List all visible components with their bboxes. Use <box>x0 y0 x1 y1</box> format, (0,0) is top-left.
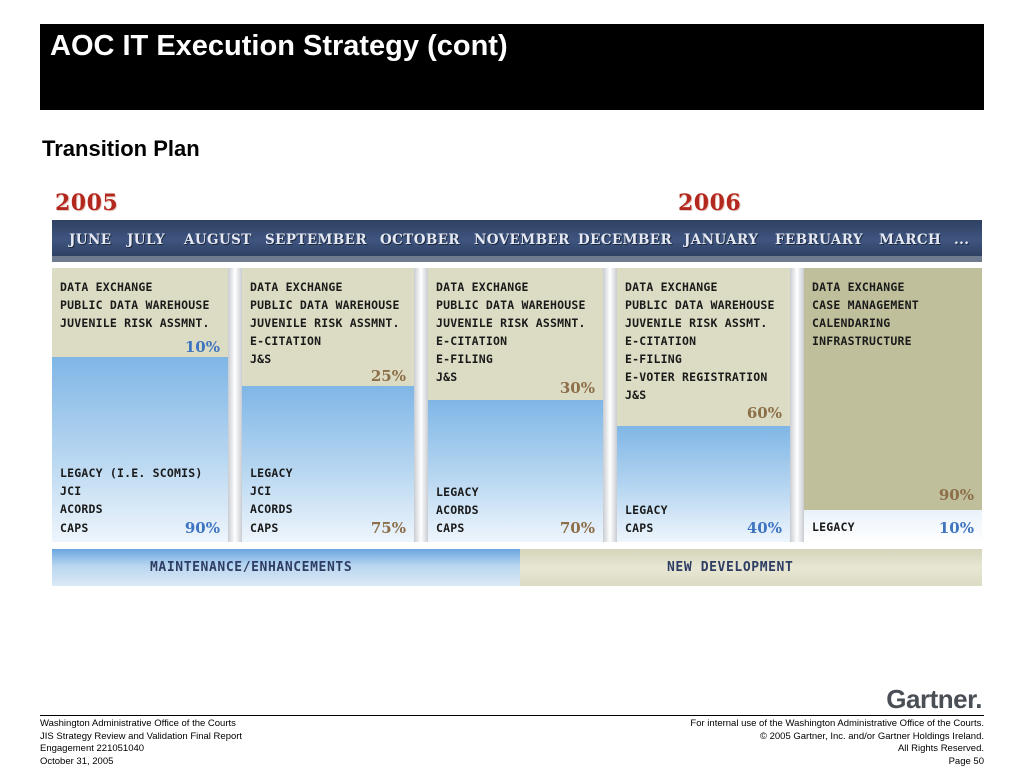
month-label: JANUARY <box>684 232 759 248</box>
new-system-item: E-CITATION <box>625 334 697 348</box>
new-system-item: DATA EXCHANGE <box>436 280 529 294</box>
legacy-item: LEGACY <box>812 520 855 534</box>
legacy-percent: 40% <box>746 519 782 537</box>
month-label: SEPTEMBER <box>265 232 367 248</box>
legacy-region <box>428 400 603 542</box>
legacy-percent: 75% <box>370 519 406 537</box>
new-system-item: JUVENILE RISK ASSMNT. <box>60 316 210 330</box>
new-system-item: J&S <box>625 388 647 402</box>
month-label: OCTOBER <box>380 232 461 248</box>
year-label-2006: 2006 <box>678 190 742 216</box>
maintenance-label: MAINTENANCE/ENHANCEMENTS <box>150 560 353 575</box>
new-development-bar: NEW DEVELOPMENT <box>520 549 982 586</box>
transition-column-5: DATA EXCHANGE CASE MANAGEMENT CALENDARIN… <box>804 268 982 542</box>
column-separator <box>414 268 428 542</box>
new-system-item: E-VOTER REGISTRATION <box>625 370 768 384</box>
legacy-item: LEGACY <box>436 485 479 499</box>
legacy-item: CAPS <box>625 521 654 535</box>
transition-column-3: DATA EXCHANGE PUBLIC DATA WAREHOUSE JUVE… <box>428 268 603 542</box>
new-system-item: DATA EXCHANGE <box>812 280 905 294</box>
new-system-item: E-CITATION <box>250 334 322 348</box>
page-title: AOC IT Execution Strategy (cont) <box>50 30 508 62</box>
new-system-item: E-FILING <box>625 352 682 366</box>
month-label: JULY <box>127 232 166 248</box>
footer-left: Washington Administrative Office of the … <box>40 718 242 768</box>
legacy-region <box>617 426 790 542</box>
maintenance-bar: MAINTENANCE/ENHANCEMENTS <box>52 549 520 586</box>
month-label: FEBRUARY <box>775 232 863 248</box>
year-label-2005: 2005 <box>55 190 119 216</box>
footer-line: All Rights Reserved. <box>897 743 984 754</box>
new-system-percent: 60% <box>746 404 782 422</box>
month-label: ... <box>954 232 970 248</box>
new-system-item: DATA EXCHANGE <box>625 280 718 294</box>
month-label: DECEMBER <box>578 232 673 248</box>
legacy-item: ACORDS <box>436 503 479 517</box>
legacy-item: LEGACY (I.E. SCOMIS) <box>60 466 203 480</box>
legacy-item: JCI <box>250 484 272 498</box>
transition-column-2: DATA EXCHANGE PUBLIC DATA WAREHOUSE JUVE… <box>242 268 414 542</box>
footer-line: For internal use of the Washington Admin… <box>690 718 984 729</box>
new-system-item: CASE MANAGEMENT <box>812 298 919 312</box>
legacy-item: CAPS <box>60 521 89 535</box>
footer-line: Engagement 221051040 <box>40 743 145 754</box>
footer-right: For internal use of the Washington Admin… <box>690 718 984 768</box>
new-system-item: DATA EXCHANGE <box>60 280 153 294</box>
new-system-item: J&S <box>436 370 458 384</box>
new-system-item: E-FILING <box>436 352 493 366</box>
title-bar: AOC IT Execution Strategy (cont) <box>40 24 984 110</box>
new-system-percent: 10% <box>184 338 220 356</box>
legacy-percent: 10% <box>938 519 974 537</box>
new-system-item: JUVENILE RISK ASSMNT. <box>250 316 400 330</box>
legacy-percent: 70% <box>559 519 595 537</box>
new-system-item: PUBLIC DATA WAREHOUSE <box>625 298 775 312</box>
legacy-item: ACORDS <box>60 502 103 516</box>
new-system-item: INFRASTRUCTURE <box>812 334 912 348</box>
new-development-label: NEW DEVELOPMENT <box>667 560 794 575</box>
legacy-item: CAPS <box>250 521 279 535</box>
legacy-region <box>804 510 982 542</box>
footer-line: JIS Strategy Review and Validation Final… <box>40 730 243 742</box>
month-label: AUGUST <box>184 232 252 248</box>
new-system-item: JUVENILE RISK ASSMNT. <box>436 316 586 330</box>
new-system-percent: 90% <box>938 486 974 504</box>
footer-divider <box>40 715 984 716</box>
month-label: MARCH <box>879 232 942 248</box>
legacy-region <box>52 357 228 542</box>
new-system-item: PUBLIC DATA WAREHOUSE <box>250 298 400 312</box>
transition-column-1: DATA EXCHANGE PUBLIC DATA WAREHOUSE JUVE… <box>52 268 228 542</box>
footer-line: Washington Administrative Office of the … <box>40 718 236 729</box>
legacy-region <box>242 386 414 542</box>
month-label: NOVEMBER <box>474 232 570 248</box>
section-subtitle: Transition Plan <box>42 136 200 161</box>
new-system-item: CALENDARING <box>812 316 891 330</box>
footer-line: October 31, 2005 <box>40 755 114 767</box>
new-system-item: PUBLIC DATA WAREHOUSE <box>60 298 210 312</box>
legacy-percent: 90% <box>184 519 220 537</box>
new-system-item: PUBLIC DATA WAREHOUSE <box>436 298 586 312</box>
footer-line: © 2005 Gartner, Inc. and/or Gartner Hold… <box>759 730 984 742</box>
new-system-percent: 30% <box>559 379 595 397</box>
transition-column-4: DATA EXCHANGE PUBLIC DATA WAREHOUSE JUVE… <box>617 268 790 542</box>
column-separator <box>603 268 617 542</box>
page-number: Page 50 <box>948 755 984 767</box>
legacy-item: ACORDS <box>250 502 293 516</box>
new-system-item: JUVENILE RISK ASSMT. <box>625 316 768 330</box>
gartner-logo: Gartner. <box>886 684 982 714</box>
new-system-item: DATA EXCHANGE <box>250 280 343 294</box>
column-separator <box>790 268 804 542</box>
new-system-item: J&S <box>250 352 272 366</box>
legacy-item: CAPS <box>436 521 465 535</box>
new-system-percent: 25% <box>370 367 406 385</box>
month-timeline-bar: JUNE JULY AUGUST SEPTEMBER OCTOBER NOVEM… <box>52 220 982 262</box>
legacy-item: LEGACY <box>625 503 668 517</box>
column-separator <box>228 268 242 542</box>
legacy-item: JCI <box>60 484 82 498</box>
month-label: JUNE <box>69 232 112 248</box>
new-system-item: E-CITATION <box>436 334 508 348</box>
legacy-item: LEGACY <box>250 466 293 480</box>
